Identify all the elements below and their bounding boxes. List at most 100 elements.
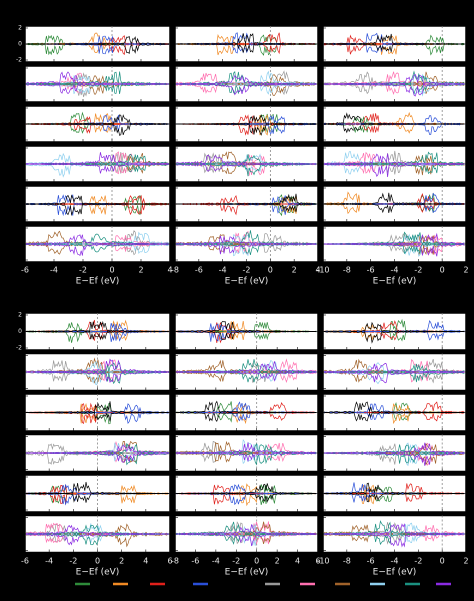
x-tick-label: -2 [414,266,422,275]
dos-curve [176,114,317,125]
x-tick-label: 0 [440,557,445,566]
dos-curve [25,162,169,173]
x-tick-label: 2 [119,557,124,566]
dos-curve [175,74,317,85]
x-tick-label: 0 [109,266,114,275]
dos-curve [323,493,465,503]
x-tick-label: -6 [191,557,199,566]
x-tick-label: 4 [315,266,320,275]
x-tick-label: -6 [367,266,375,275]
x-tick-label: 0 [440,266,445,275]
x-axis-label: E−Ef (eV) [76,568,120,578]
dos-curve [175,452,317,462]
x-tick-label: 2 [292,266,297,275]
dos-curve [175,163,317,172]
dos-curve [175,533,317,547]
dos-curve [175,442,317,454]
x-tick-label: -2 [79,266,87,275]
x-tick-label: -8 [343,557,351,566]
x-tick-label: 2 [463,557,468,566]
dos-curve [175,83,317,96]
dos-curve [323,371,465,384]
x-axis-label: E−Ef (eV) [225,277,269,287]
dos-curve [323,321,465,332]
x-tick-label: -10 [316,266,329,275]
dos-curve [175,235,317,245]
x-tick-label: -4 [391,266,399,275]
dos-curve [175,533,317,545]
y-tick-label: 2 [18,312,22,319]
dos-curve [175,493,317,503]
x-tick-label: -4 [45,557,53,566]
x-tick-label: -2 [69,557,77,566]
x-axis-label: E−Ef (eV) [76,277,120,287]
dos-curve [323,533,465,548]
dos-curve [323,442,465,454]
x-tick-label: 4 [295,557,300,566]
dos-curve [175,361,317,373]
x-tick-label: 0 [254,557,259,566]
dos-curve [175,43,317,53]
x-tick-label: -6 [367,557,375,566]
x-tick-label: 4 [167,266,172,275]
dos-curve [26,234,169,245]
dos-curve [25,445,169,454]
dos-curve [25,412,169,422]
dos-curve [25,524,169,535]
dos-curve [176,412,317,423]
x-tick-label: 6 [167,557,172,566]
dos-curve [323,452,465,466]
dos-curve [323,123,465,134]
dos-curve [175,243,317,255]
x-tick-label: 0 [95,557,100,566]
dos-curve [25,194,169,205]
x-axis-label: E−Ef (eV) [225,568,269,578]
x-tick-label: 0 [268,266,273,275]
y-tick-label: 0 [18,328,22,335]
dos-curve [25,371,169,383]
dos-curve [25,203,169,217]
x-tick-label: -6 [195,266,203,275]
x-tick-label: -4 [219,266,227,275]
dos-curve [25,83,169,95]
x-tick-label: -8 [171,557,179,566]
dos-curve [25,35,169,45]
x-tick-label: -2 [243,266,251,275]
x-tick-label: -4 [391,557,399,566]
dos-curve [25,401,169,413]
dos-curve [26,481,169,494]
x-axis-label: E−Ef (eV) [373,277,417,287]
dos-curve [323,153,465,165]
x-tick-label: -2 [232,557,240,566]
dos-curve [25,533,169,546]
x-tick-label: -2 [414,557,422,566]
x-tick-label: -8 [171,266,179,275]
dos-curve [175,203,317,213]
x-axis-label: E−Ef (eV) [373,568,417,578]
dos-curve [26,114,169,125]
dos-curve [176,123,317,136]
dos-curve [25,358,169,373]
dos-curve [323,203,465,214]
y-tick-label: 2 [18,25,22,32]
x-tick-label: 4 [143,557,148,566]
dos-curve [323,523,465,535]
y-tick-label: -2 [16,57,22,64]
y-tick-label: -2 [16,345,22,352]
dos-curve [323,73,465,85]
x-tick-label: -8 [343,266,351,275]
dos-curve [323,163,465,178]
dos-curve [323,43,465,53]
x-tick-label: -4 [212,557,220,566]
dos-curve [323,83,465,97]
dos-curve [25,452,169,463]
dos-curve [175,371,317,382]
dos-curve [25,361,169,373]
x-tick-label: -6 [21,266,29,275]
x-tick-label: 2 [138,266,143,275]
x-tick-label: -4 [50,266,58,275]
dos-curve [323,412,465,422]
x-tick-label: -6 [21,557,29,566]
